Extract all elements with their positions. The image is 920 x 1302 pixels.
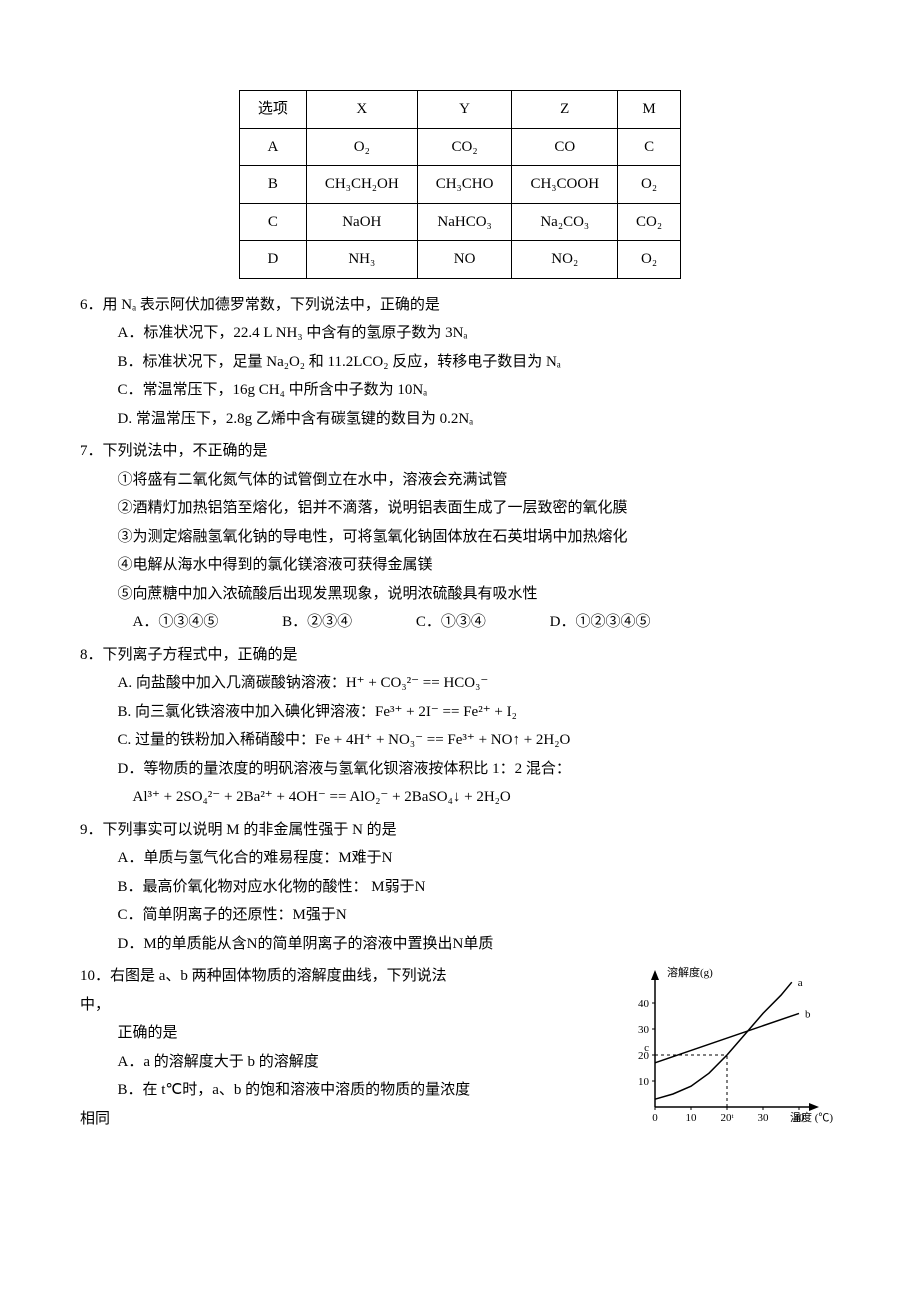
q7-option-a: A．①③④⑤ [133, 608, 219, 637]
svg-text:c: c [644, 1042, 649, 1054]
q9-stem: 9．下列事实可以说明 M 的非金属性强于 N 的是 [80, 816, 840, 845]
table-row: C NaOH NaHCO₃ Na₂CO₃ CO₂ [239, 203, 680, 241]
q7-options: A．①③④⑤ B．②③④ C．①③④ D．①②③④⑤ [80, 608, 840, 637]
td: CH₃COOH [512, 166, 618, 204]
q6-option-b: B．标准状况下，足量 Na₂O₂ 和 11.2LCO₂ 反应，转移电子数目为 N… [80, 348, 840, 377]
th: M [618, 91, 681, 129]
svg-text:10: 10 [686, 1112, 698, 1124]
q6-stem: 6．用 Nₐ 表示阿伏加德罗常数，下列说法中，正确的是 [80, 291, 840, 320]
q8-option-a: A. 向盐酸中加入几滴碳酸钠溶液：H⁺ + CO₃²⁻ == HCO₃⁻ [80, 669, 840, 698]
td: NaOH [306, 203, 417, 241]
td: O₂ [306, 128, 417, 166]
table-row: B CH₃CH₂OH CH₃CHO CH₃COOH O₂ [239, 166, 680, 204]
th: Y [417, 91, 512, 129]
td: A [239, 128, 306, 166]
q8-option-b: B. 向三氯化铁溶液中加入碘化钾溶液：Fe³⁺ + 2I⁻ == Fe²⁺ + … [80, 698, 840, 727]
td: CH₃CHO [417, 166, 512, 204]
q10-option-b-line1: B．在 t℃时，a、b 的饱和溶液中溶质的物质的量浓度 [80, 1076, 590, 1105]
question-7: 7．下列说法中，不正确的是 ①将盛有二氧化氮气体的试管倒立在水中，溶液会充满试管… [80, 437, 840, 637]
q10-stem-line2: 中， [80, 991, 590, 1020]
td: NH₃ [306, 241, 417, 279]
svg-text:10: 10 [638, 1076, 650, 1088]
q6-option-c: C．常温常压下，16g CH₄ 中所含中子数为 10Nₐ [80, 376, 840, 405]
q6-option-a: A．标准状况下，22.4 L NH₃ 中含有的氢原子数为 3Nₐ [80, 319, 840, 348]
td: CO₂ [618, 203, 681, 241]
q7-option-b: B．②③④ [282, 608, 352, 637]
td: Na₂CO₃ [512, 203, 618, 241]
q7-option-d: D．①②③④⑤ [550, 608, 651, 637]
q9-option-a: A．单质与氢气化合的难易程度：M难于N [80, 844, 840, 873]
td: C [618, 128, 681, 166]
th: 选项 [239, 91, 306, 129]
q8-stem: 8．下列离子方程式中，正确的是 [80, 641, 840, 670]
table-row: D NH₃ NO NO₂ O₂ [239, 241, 680, 279]
question-8: 8．下列离子方程式中，正确的是 A. 向盐酸中加入几滴碳酸钠溶液：H⁺ + CO… [80, 641, 840, 812]
q9-option-b: B．最高价氧化物对应水化物的酸性： M弱于N [80, 873, 840, 902]
options-table: 选项 X Y Z M A O₂ CO₂ CO C B CH₃CH₂OH CH₃C… [239, 90, 681, 279]
q7-line-3: ③为测定熔融氢氧化钠的导电性，可将氢氧化钠固体放在石英坩埚中加热熔化 [80, 523, 840, 552]
svg-text:温度 (℃): 温度 (℃) [790, 1110, 833, 1124]
q7-line-5: ⑤向蔗糖中加入浓硫酸后出现发黑现象，说明浓硫酸具有吸水性 [80, 580, 840, 609]
q10-stem-line3: 正确的是 [80, 1019, 590, 1048]
q10-stem-line1: 10．右图是 a、b 两种固体物质的溶解度曲线，下列说法 [80, 962, 590, 991]
q8-option-c: C. 过量的铁粉加入稀硝酸中：Fe + 4H⁺ + NO₃⁻ == Fe³⁺ +… [80, 726, 840, 755]
svg-text:20ᵗ: 20ᵗ [720, 1112, 733, 1124]
td: O₂ [618, 241, 681, 279]
td: C [239, 203, 306, 241]
q9-option-d: D．M的单质能从含N的简单阴离子的溶液中置换出N单质 [80, 930, 840, 959]
q8-option-d-line1: D．等物质的量浓度的明矾溶液与氢氧化钡溶液按体积比 1：2 混合： [80, 755, 840, 784]
solubility-chart: 10203040c01020ᵗ3040ab溶解度(g)温度 (℃) [620, 962, 840, 1132]
td: CO₂ [417, 128, 512, 166]
q7-line-1: ①将盛有二氧化氮气体的试管倒立在水中，溶液会充满试管 [80, 466, 840, 495]
th: Z [512, 91, 618, 129]
q10-option-b-line2: 相同 [80, 1105, 590, 1134]
svg-text:溶解度(g): 溶解度(g) [667, 965, 713, 979]
svg-text:a: a [798, 977, 803, 989]
question-6: 6．用 Nₐ 表示阿伏加德罗常数，下列说法中，正确的是 A．标准状况下，22.4… [80, 291, 840, 434]
th: X [306, 91, 417, 129]
q9-option-c: C．简单阴离子的还原性：M强于N [80, 901, 840, 930]
q7-stem: 7．下列说法中，不正确的是 [80, 437, 840, 466]
td: NaHCO₃ [417, 203, 512, 241]
q6-option-d: D. 常温常压下，2.8g 乙烯中含有碳氢键的数目为 0.2Nₐ [80, 405, 840, 434]
td: CH₃CH₂OH [306, 166, 417, 204]
question-10: 10．右图是 a、b 两种固体物质的溶解度曲线，下列说法 中， 正确的是 A．a… [80, 962, 840, 1133]
q8-option-d-line2: Al³⁺ + 2SO₄²⁻ + 2Ba²⁺ + 4OH⁻ == AlO₂⁻ + … [80, 783, 840, 812]
svg-text:30: 30 [758, 1112, 770, 1124]
svg-text:b: b [805, 1008, 811, 1020]
q10-option-a: A．a 的溶解度大于 b 的溶解度 [80, 1048, 590, 1077]
svg-text:30: 30 [638, 1024, 650, 1036]
td: B [239, 166, 306, 204]
q10-text-block: 10．右图是 a、b 两种固体物质的溶解度曲线，下列说法 中， 正确的是 A．a… [80, 962, 590, 1133]
table-header-row: 选项 X Y Z M [239, 91, 680, 129]
q7-option-c: C．①③④ [416, 608, 486, 637]
svg-text:0: 0 [652, 1112, 658, 1124]
q7-line-4: ④电解从海水中得到的氯化镁溶液可获得金属镁 [80, 551, 840, 580]
q7-line-2: ②酒精灯加热铝箔至熔化，铝并不滴落，说明铝表面生成了一层致密的氧化膜 [80, 494, 840, 523]
td: O₂ [618, 166, 681, 204]
svg-text:40: 40 [638, 998, 650, 1010]
question-9: 9．下列事实可以说明 M 的非金属性强于 N 的是 A．单质与氢气化合的难易程度… [80, 816, 840, 959]
td: CO [512, 128, 618, 166]
td: D [239, 241, 306, 279]
td: NO [417, 241, 512, 279]
table-row: A O₂ CO₂ CO C [239, 128, 680, 166]
td: NO₂ [512, 241, 618, 279]
